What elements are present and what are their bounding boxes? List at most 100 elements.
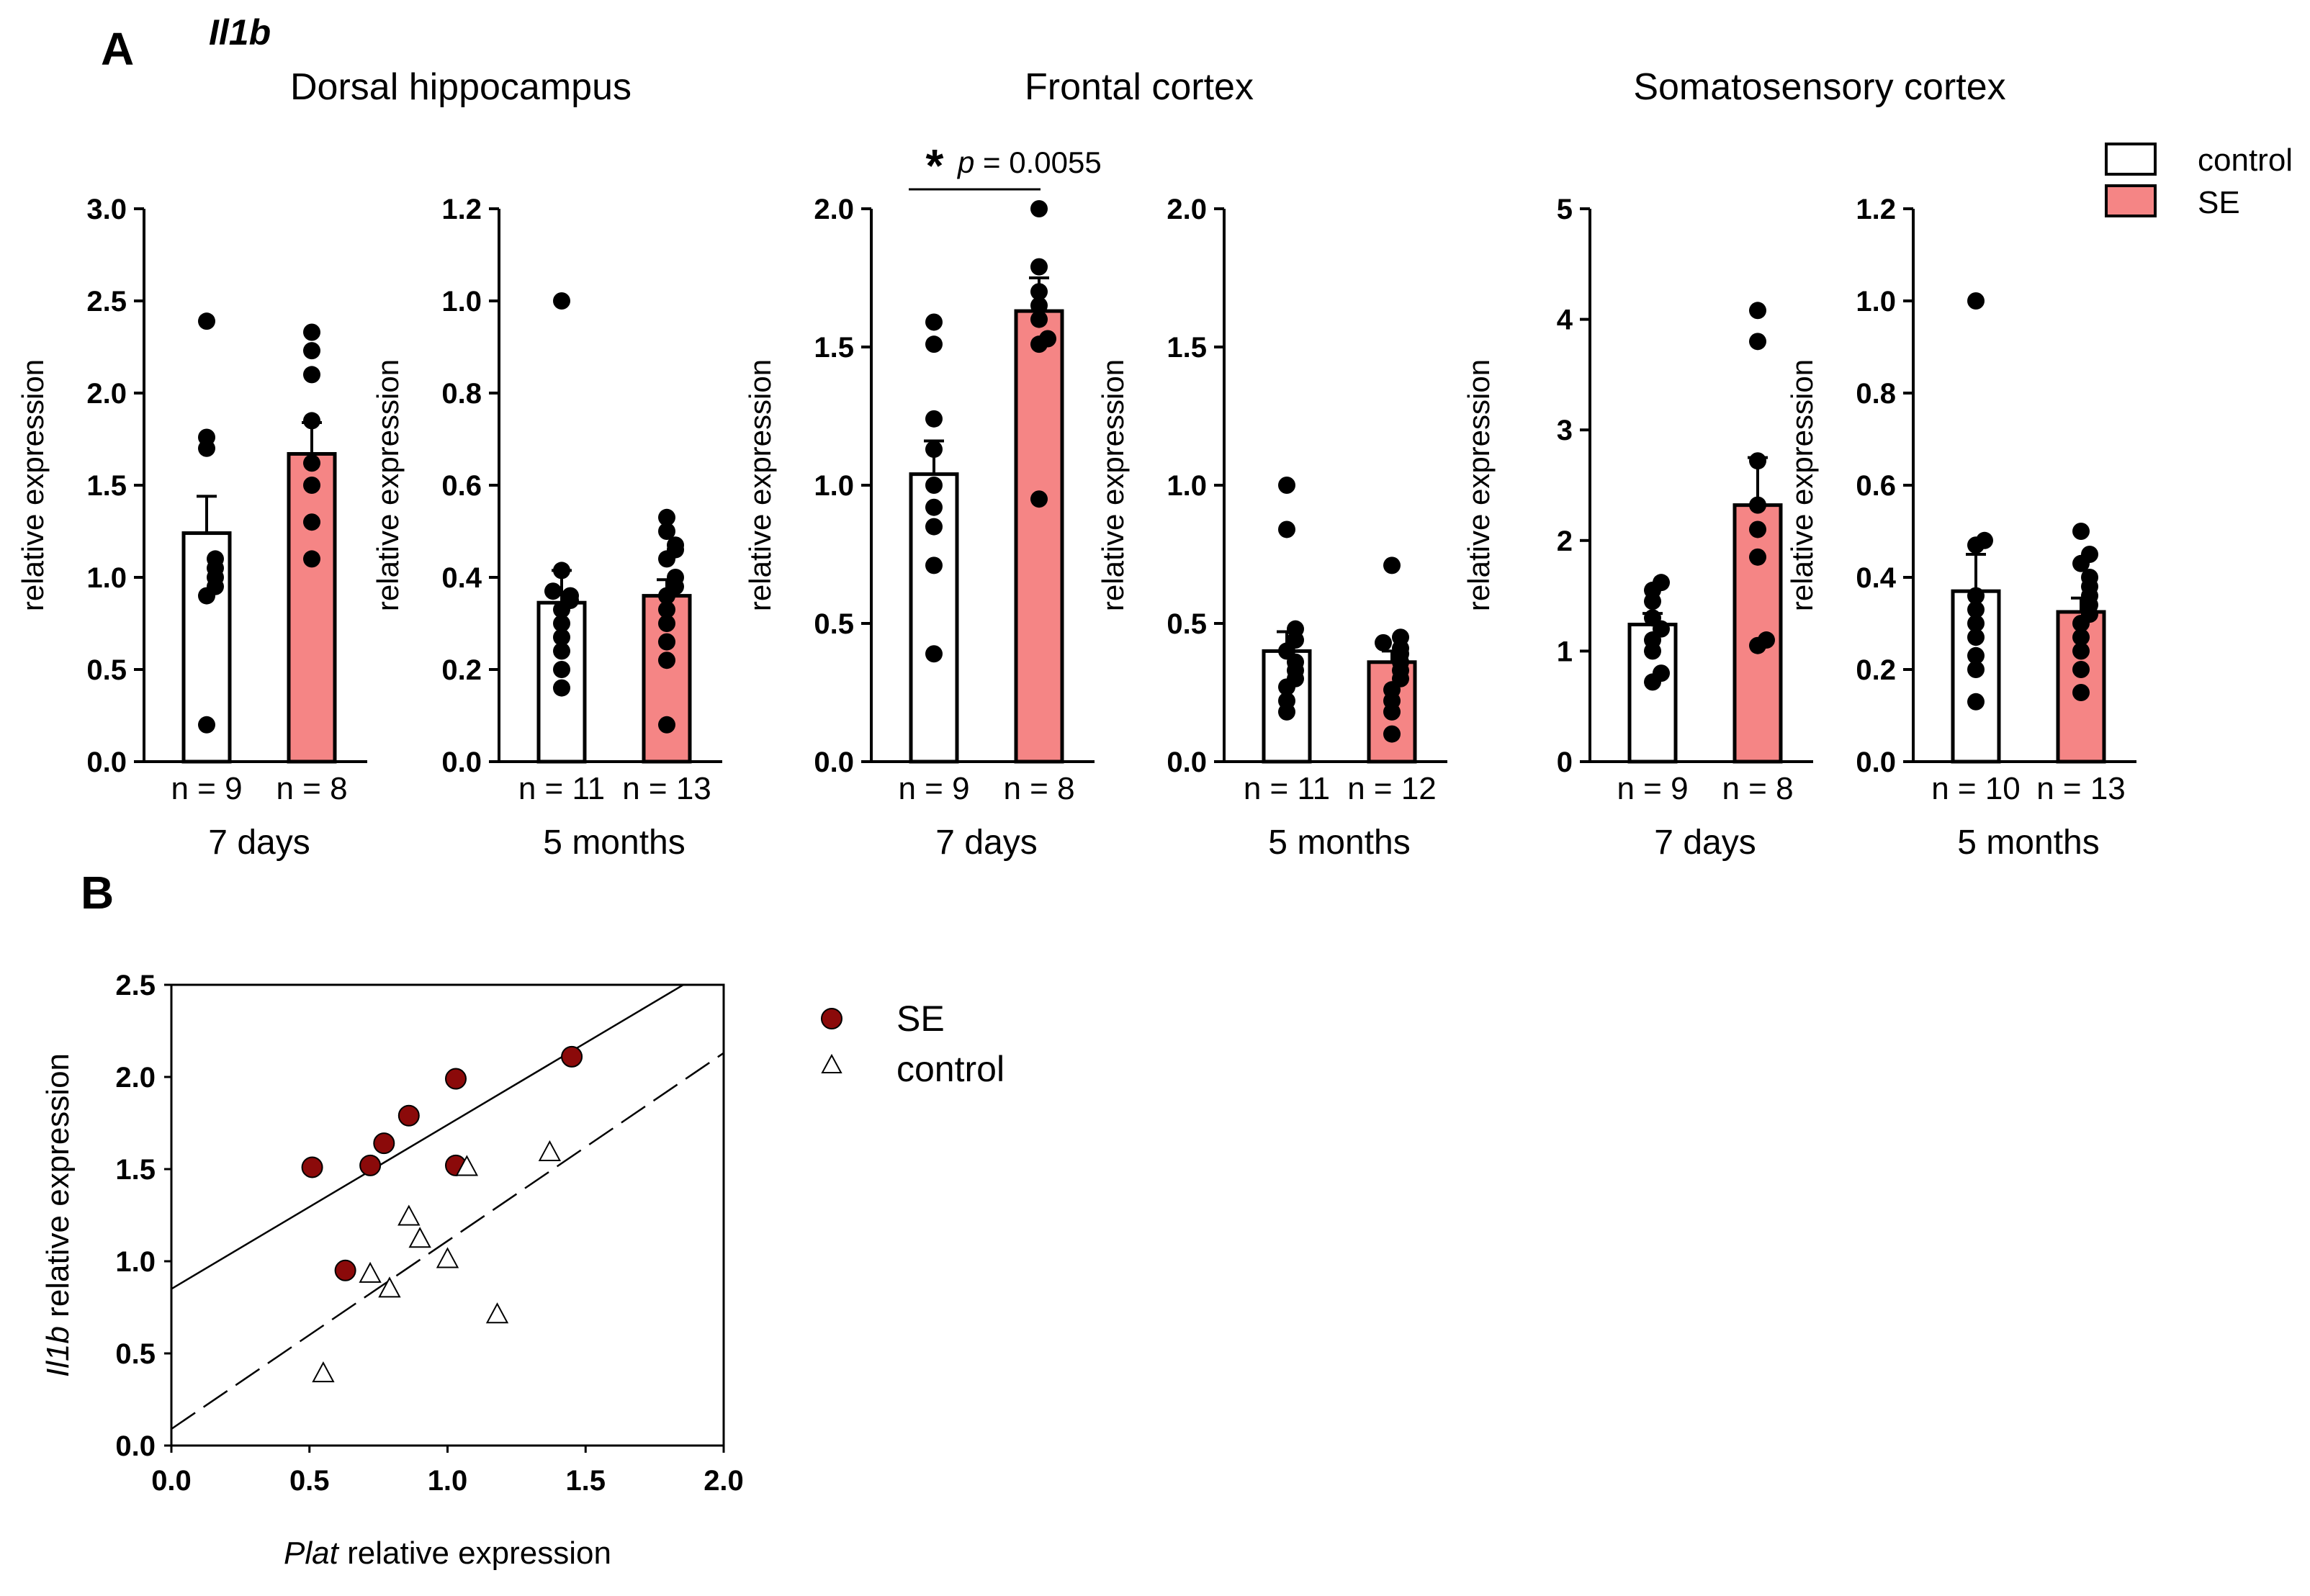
y-tick-label: 0.5 bbox=[86, 654, 127, 686]
y-axis-label: relative expression bbox=[16, 359, 50, 611]
data-point-se bbox=[1749, 496, 1766, 514]
data-point-se bbox=[658, 523, 675, 540]
data-point-control bbox=[1278, 520, 1295, 538]
y-tick-label: 5 bbox=[1557, 194, 1573, 225]
y-tick-label: 3 bbox=[1557, 415, 1573, 446]
y-tick-label: 1.2 bbox=[441, 194, 482, 225]
legend-se-label: SE bbox=[2198, 185, 2240, 220]
n-label-control: n = 11 bbox=[1244, 771, 1330, 806]
y-tick-label: 0.6 bbox=[1856, 470, 1896, 502]
y-axis-label: relative expression bbox=[1096, 359, 1130, 611]
bar-chart-fc5: 0.0 0.5 1.0 1.5 2.0 relative expression n = 11… bbox=[1096, 194, 1447, 862]
regression-lines bbox=[171, 985, 724, 1430]
data-point-control bbox=[1967, 693, 1985, 711]
data-point-se bbox=[2072, 523, 2090, 540]
fit-line-se bbox=[171, 985, 686, 1290]
bar-panels: 0.0 0.5 1.0 1.5 2.0 2.5 3.0 relative expression… bbox=[16, 194, 2136, 862]
y-tick-label: 0.4 bbox=[441, 562, 482, 594]
panel-label-b: B bbox=[81, 867, 114, 919]
data-point-se bbox=[658, 615, 675, 632]
panel-label-a: A bbox=[101, 23, 134, 75]
data-point-se bbox=[303, 366, 320, 384]
data-point-control bbox=[1967, 661, 1985, 678]
data-point-control bbox=[925, 556, 943, 574]
y-tick-label: 1.5 bbox=[1167, 332, 1207, 364]
x-tick-label: 0.0 bbox=[151, 1465, 192, 1497]
scatter-frame bbox=[170, 983, 725, 1447]
data-point-control bbox=[553, 615, 570, 632]
data-point-control bbox=[1653, 574, 1670, 592]
data-point-control bbox=[1278, 692, 1295, 710]
y-axis-label: relative expression bbox=[1785, 359, 1819, 611]
data-point-se bbox=[667, 569, 684, 586]
scatter-point-control bbox=[436, 1247, 459, 1268]
data-point-control bbox=[553, 661, 570, 678]
data-point-se bbox=[1375, 634, 1392, 652]
y-tick-label: 1.5 bbox=[115, 1154, 156, 1186]
data-point-control bbox=[925, 518, 943, 536]
scatter-panel: 0.0 0.5 1.0 1.5 2.0 0.0 0.5 1.0 1.5 2.0 2.5 Plat re… bbox=[40, 970, 744, 1571]
data-point-se bbox=[1749, 333, 1766, 351]
y-tick-label: 2 bbox=[1557, 526, 1573, 557]
data-point-se bbox=[658, 508, 675, 526]
bar-se bbox=[1014, 309, 1064, 764]
n-label-control: n = 9 bbox=[1617, 771, 1688, 806]
data-point-control bbox=[925, 477, 943, 494]
data-point-se bbox=[2072, 642, 2090, 660]
scatter-point-se bbox=[445, 1068, 467, 1090]
legend-b-se-label: SE bbox=[896, 998, 945, 1039]
y-axis-label-gene: Il1b bbox=[40, 1326, 76, 1377]
y-tick-label: 0.0 bbox=[1856, 747, 1896, 778]
data-point-control bbox=[925, 410, 943, 428]
y-tick-label: 0.2 bbox=[1856, 654, 1896, 686]
data-point-se bbox=[303, 342, 320, 360]
n-label-se: n = 8 bbox=[1003, 771, 1074, 806]
data-point-control bbox=[198, 428, 215, 446]
data-point-se bbox=[658, 600, 675, 618]
data-point-control bbox=[553, 628, 570, 646]
y-tick-label: 4 bbox=[1557, 305, 1573, 336]
data-point-control bbox=[925, 313, 943, 331]
data-point-control bbox=[562, 587, 579, 605]
data-point-se bbox=[1383, 556, 1401, 574]
data-point-se bbox=[303, 513, 320, 531]
timepoint-label: 5 months bbox=[543, 824, 685, 862]
data-point-se bbox=[1392, 628, 1409, 646]
data-point-control bbox=[1967, 292, 1985, 310]
data-point-se bbox=[1030, 297, 1048, 315]
bar-chart-ss5: 0.0 0.2 0.4 0.6 0.8 1.0 1.2 relative expression… bbox=[1785, 194, 2136, 862]
legend-control-label: control bbox=[2198, 143, 2293, 178]
data-point-control bbox=[1967, 646, 1985, 664]
p-symbol: p bbox=[956, 145, 974, 179]
y-axis-label: Il1b relative expression bbox=[40, 1053, 76, 1377]
x-tick-label: 1.0 bbox=[428, 1465, 468, 1497]
scatter-point-control bbox=[359, 1261, 382, 1283]
data-point-se bbox=[303, 412, 320, 430]
timepoint-label: 7 days bbox=[208, 824, 310, 862]
data-point-se bbox=[303, 454, 320, 472]
data-point-control bbox=[553, 679, 570, 697]
legend-b-control-label: control bbox=[896, 1049, 1005, 1089]
x-tick-label: 2.0 bbox=[704, 1465, 744, 1497]
data-point-control bbox=[1976, 531, 1993, 549]
y-tick-label: 0.0 bbox=[814, 747, 854, 778]
y-tick-label: 2.0 bbox=[1167, 194, 1207, 225]
y-tick-label: 0 bbox=[1557, 747, 1573, 778]
y-tick-label: 3.0 bbox=[86, 194, 127, 225]
y-axis-label: relative expression bbox=[743, 359, 777, 611]
data-point-se bbox=[2072, 661, 2090, 678]
data-point-se bbox=[1749, 520, 1766, 538]
bar-chart-ss7: 0 1 2 3 4 5 relative expression n = 9 n = 8 7 day… bbox=[1462, 194, 1813, 862]
y-tick-label: 1.0 bbox=[814, 470, 854, 502]
y-tick-label: 2.0 bbox=[86, 378, 127, 410]
y-tick-label: 0.2 bbox=[441, 654, 482, 686]
y-axis-label: relative expression bbox=[1462, 359, 1496, 611]
data-point-se bbox=[1749, 548, 1766, 566]
scatter-point-se bbox=[373, 1132, 395, 1155]
data-point-se bbox=[2072, 628, 2090, 646]
data-point-control bbox=[1967, 615, 1985, 632]
y-axis-label-rest: relative expression bbox=[40, 1053, 76, 1326]
data-point-se bbox=[303, 477, 320, 494]
fit-line-control bbox=[171, 1052, 724, 1430]
bar-control bbox=[909, 472, 959, 764]
